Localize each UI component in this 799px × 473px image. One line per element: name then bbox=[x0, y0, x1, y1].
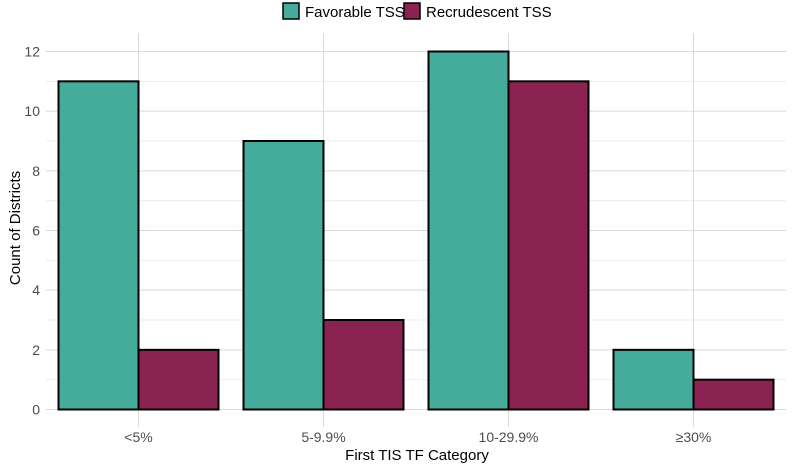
legend-item: Recrudescent TSS bbox=[403, 2, 552, 21]
legend-label: Recrudescent TSS bbox=[426, 4, 552, 21]
x-axis-ticks: <5% 5-9.9% 10-29.9% ≥30% bbox=[124, 429, 711, 445]
y-axis-title: Count of Districts bbox=[7, 171, 24, 285]
legend-label: Favorable TSS bbox=[305, 4, 405, 21]
y-tick-label: 12 bbox=[24, 44, 40, 60]
bar-recrudescent-3 bbox=[692, 378, 775, 411]
bar-recrudescent-2 bbox=[507, 80, 590, 411]
y-axis-ticks: 0 2 4 6 8 10 12 bbox=[24, 44, 40, 418]
x-tick-label: ≥30% bbox=[676, 429, 712, 445]
bar-recrudescent-1 bbox=[322, 319, 405, 411]
y-tick-label: 4 bbox=[32, 282, 40, 298]
bar-recrudescent-0 bbox=[137, 348, 220, 411]
bar-favorable-1 bbox=[242, 140, 325, 411]
bar-favorable-0 bbox=[57, 80, 140, 411]
x-tick-label: <5% bbox=[124, 429, 152, 445]
y-tick-label: 0 bbox=[32, 402, 40, 418]
legend-key bbox=[282, 2, 300, 20]
y-tick-label: 10 bbox=[24, 103, 40, 119]
y-tick-label: 8 bbox=[32, 163, 40, 179]
y-tick-label: 6 bbox=[32, 223, 40, 239]
legend: Favorable TSS Recrudescent TSS bbox=[282, 2, 552, 21]
legend-item: Favorable TSS bbox=[282, 2, 405, 21]
bars bbox=[57, 50, 775, 411]
legend-key bbox=[403, 2, 421, 20]
y-tick-label: 2 bbox=[32, 342, 40, 358]
bar-favorable-3 bbox=[612, 348, 695, 411]
x-tick-label: 5-9.9% bbox=[301, 429, 345, 445]
x-tick-label: 10-29.9% bbox=[479, 429, 539, 445]
bar-favorable-2 bbox=[427, 50, 510, 411]
x-axis-title: First TIS TF Category bbox=[345, 447, 489, 464]
